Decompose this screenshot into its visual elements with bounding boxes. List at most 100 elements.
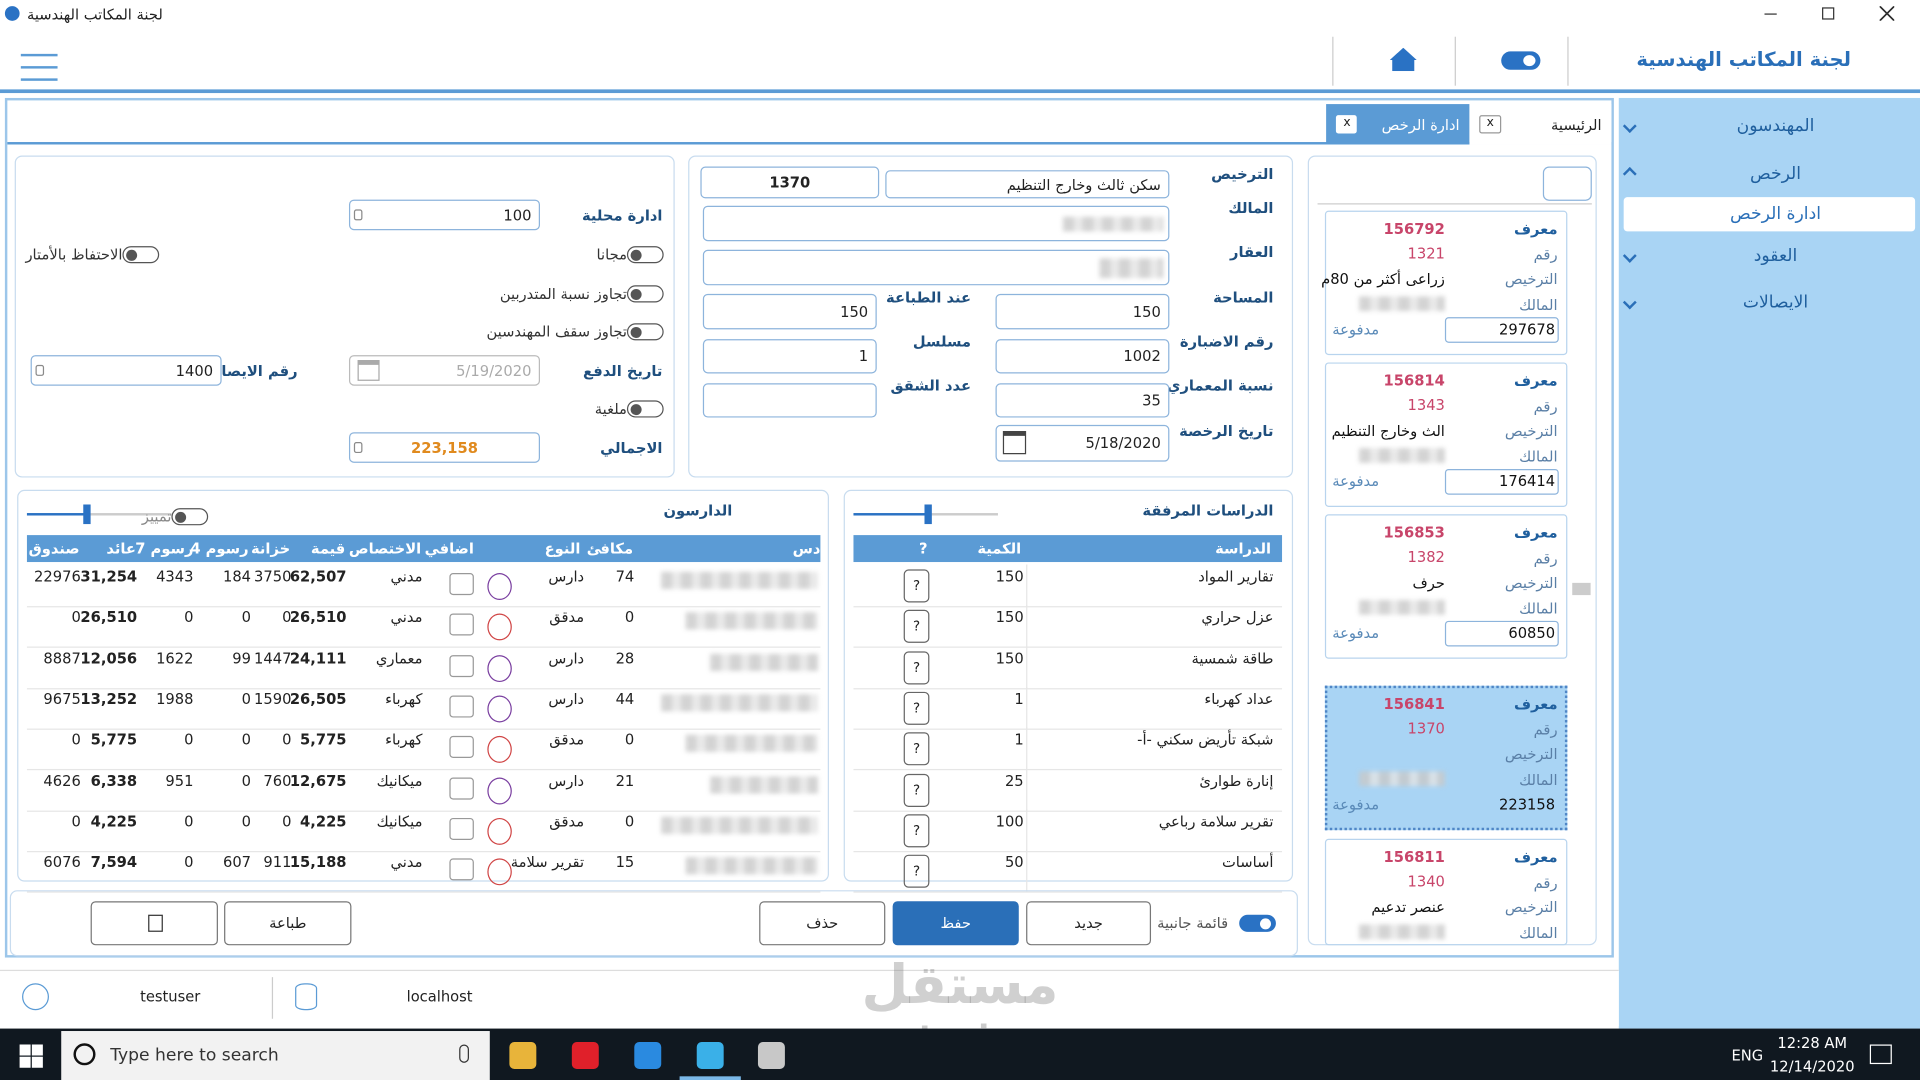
table-header bbox=[853, 535, 1283, 563]
type-icon bbox=[487, 817, 512, 845]
windows-logo[interactable] bbox=[31, 1044, 43, 1056]
help-button[interactable]: ? bbox=[903, 569, 930, 603]
minimize[interactable] bbox=[1764, 13, 1777, 15]
license-status: مدفوعة bbox=[1332, 624, 1380, 642]
home-icon[interactable] bbox=[1392, 58, 1415, 72]
button[interactable]: حذف bbox=[759, 901, 886, 946]
license-number[interactable]: 1370 bbox=[700, 166, 880, 199]
cell: 0 bbox=[71, 731, 81, 749]
taskbar-app[interactable] bbox=[571, 1042, 599, 1069]
menu-bar[interactable] bbox=[20, 66, 58, 69]
column-header: عائد bbox=[106, 540, 136, 558]
receipt-input[interactable]: 1400 bbox=[30, 355, 222, 386]
study-quantity: 100 bbox=[995, 812, 1024, 830]
study-quantity: 1 bbox=[1014, 731, 1024, 749]
extra-checkbox[interactable] bbox=[449, 573, 474, 596]
sidebar-item[interactable]: الرخص bbox=[1749, 164, 1802, 184]
ratio-input[interactable]: 35 bbox=[995, 383, 1170, 418]
help-button[interactable]: ? bbox=[903, 854, 930, 888]
area-input[interactable]: 150 bbox=[995, 293, 1170, 330]
button[interactable] bbox=[90, 901, 218, 946]
extra-checkbox[interactable] bbox=[449, 654, 474, 677]
taskbar-app[interactable] bbox=[509, 1042, 537, 1069]
extra-checkbox[interactable] bbox=[449, 817, 474, 840]
toggle-knob bbox=[630, 326, 642, 338]
license-type[interactable]: سكن ثالث وخارج التنظيم bbox=[885, 170, 1170, 199]
card-label: معرف bbox=[1513, 372, 1558, 390]
windows-logo[interactable] bbox=[19, 1044, 31, 1056]
button[interactable]: حفظ bbox=[892, 901, 1019, 946]
card-label: رقم bbox=[1533, 720, 1558, 738]
cell: دارس bbox=[548, 690, 585, 708]
cell: 184 bbox=[222, 568, 252, 586]
taskbar-app[interactable] bbox=[757, 1042, 785, 1069]
windows-logo[interactable] bbox=[31, 1056, 43, 1068]
help-button[interactable]: ? bbox=[903, 691, 930, 725]
calendar-icon bbox=[1002, 431, 1027, 455]
maximize[interactable] bbox=[1822, 7, 1835, 20]
card-label: المالك bbox=[1519, 447, 1558, 465]
taskbar-date: 12/14/2020 bbox=[1769, 1057, 1855, 1076]
extra-checkbox[interactable] bbox=[449, 776, 474, 799]
column-header: خزانة bbox=[251, 540, 291, 558]
archive-input[interactable]: 1002 bbox=[995, 339, 1170, 374]
license-card[interactable] bbox=[1324, 838, 1568, 946]
total-input[interactable]: 223,158 bbox=[348, 432, 541, 463]
redacted-text bbox=[1359, 296, 1445, 312]
close[interactable] bbox=[1879, 6, 1895, 21]
license-amount: 176414 bbox=[1499, 472, 1556, 490]
license-amount: 223158 bbox=[1499, 795, 1556, 814]
owner-input[interactable] bbox=[702, 205, 1170, 242]
study-name: عداد كهرباء bbox=[1204, 690, 1274, 708]
taskbar-app[interactable] bbox=[634, 1042, 662, 1069]
help-button[interactable]: ? bbox=[903, 814, 930, 848]
date-input[interactable]: 5/18/2020 bbox=[995, 424, 1170, 462]
local-admin-input[interactable]: 100 bbox=[348, 199, 541, 231]
row-divider bbox=[853, 810, 1283, 812]
help-button[interactable]: ? bbox=[903, 773, 930, 807]
apartments-input[interactable] bbox=[702, 383, 877, 418]
extra-checkbox[interactable] bbox=[449, 613, 474, 636]
extra-checkbox[interactable] bbox=[449, 736, 474, 759]
card-label: المالك bbox=[1519, 923, 1558, 942]
sidebar-item[interactable]: المهندسون bbox=[1736, 116, 1815, 136]
help-button[interactable]: ? bbox=[903, 610, 930, 644]
license-card[interactable] bbox=[1324, 685, 1568, 831]
license-card[interactable] bbox=[1324, 362, 1568, 507]
cell: 4343 bbox=[156, 568, 194, 586]
sidebar-item[interactable]: العقود bbox=[1753, 246, 1798, 266]
button[interactable]: طباعة bbox=[224, 901, 352, 946]
cell: 0 bbox=[282, 731, 292, 749]
sidebar-item[interactable]: ادارة الرخص bbox=[1730, 204, 1821, 225]
license-card[interactable] bbox=[1324, 514, 1568, 659]
help-button[interactable]: ? bbox=[903, 650, 930, 684]
button[interactable]: جديد bbox=[1026, 901, 1152, 946]
row-divider bbox=[26, 687, 821, 689]
extra-checkbox[interactable] bbox=[449, 695, 474, 718]
card-label: معرف bbox=[1513, 848, 1558, 866]
serial-input[interactable]: 1 bbox=[702, 339, 877, 374]
search-box[interactable] bbox=[61, 1031, 490, 1080]
windows-logo[interactable] bbox=[19, 1056, 31, 1068]
tab-close-box[interactable] bbox=[1479, 115, 1502, 134]
cell: 9675 bbox=[43, 690, 81, 708]
menu-bar[interactable] bbox=[20, 78, 58, 81]
payment-date-input[interactable]: 5/19/2020 bbox=[348, 355, 541, 386]
search-input[interactable] bbox=[1542, 166, 1592, 201]
extra-checkbox[interactable] bbox=[449, 858, 474, 881]
license-card[interactable] bbox=[1324, 210, 1568, 356]
slider-fill bbox=[26, 513, 86, 516]
tab[interactable] bbox=[1469, 104, 1612, 145]
sidebar-item[interactable]: الايصالات bbox=[1742, 292, 1809, 313]
help-button[interactable]: ? bbox=[903, 732, 930, 766]
taskbar-app[interactable] bbox=[696, 1042, 724, 1069]
tab-close-box[interactable] bbox=[1335, 115, 1357, 134]
calendar-icon bbox=[357, 360, 380, 381]
print-area-input[interactable]: 150 bbox=[702, 293, 877, 330]
menu-bar[interactable] bbox=[20, 53, 58, 57]
property-input[interactable] bbox=[702, 249, 1170, 286]
toggle-knob bbox=[126, 249, 138, 261]
column-divider bbox=[1026, 849, 1028, 892]
cell: 6,338 bbox=[90, 772, 138, 790]
